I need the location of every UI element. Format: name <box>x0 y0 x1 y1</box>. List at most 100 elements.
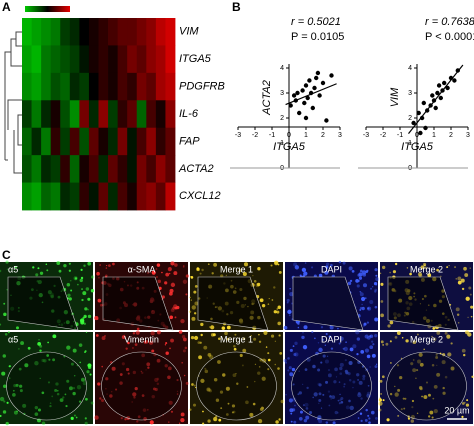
speckle-dot <box>80 268 83 271</box>
speckle-dot <box>22 403 27 408</box>
speckle-dot <box>306 386 309 390</box>
speckle-dot <box>270 334 275 338</box>
speckle-dot <box>274 340 277 343</box>
y-tick-label: 4 <box>280 65 284 72</box>
speckle-dot <box>345 405 350 410</box>
heatmap-cell <box>155 155 166 183</box>
speckle-dot <box>167 267 172 272</box>
speckle-dot <box>19 389 23 393</box>
image-label: Merge 2 <box>410 334 443 344</box>
point <box>419 115 425 121</box>
speckle-dot <box>82 381 87 386</box>
speckle-dot <box>394 385 396 388</box>
speckle-dot <box>253 337 257 341</box>
speckle-dot <box>210 333 215 337</box>
speckle-dot <box>217 337 221 341</box>
speckle-dot <box>362 283 368 288</box>
speckle-dot <box>257 371 261 375</box>
speckle-dot <box>412 340 417 345</box>
speckle-dot <box>39 377 41 379</box>
heatmap-cell <box>146 72 157 101</box>
speckle-dot <box>77 283 79 286</box>
point <box>455 68 460 73</box>
speckle-dot <box>155 268 158 270</box>
speckle-dot <box>294 352 299 357</box>
heatmap-cell <box>108 182 119 211</box>
speckle-dot <box>322 393 325 396</box>
speckle-dot <box>119 373 123 376</box>
speckle-dot <box>277 321 282 326</box>
heatmap-cell <box>50 127 61 156</box>
speckle-dot <box>455 307 460 312</box>
speckle-dot <box>457 276 462 281</box>
speckle-dot <box>366 321 369 324</box>
speckle-dot <box>352 386 354 389</box>
speckle-dot <box>417 359 422 364</box>
speckle-dot <box>0 414 2 417</box>
speckle-dot <box>201 268 204 272</box>
point <box>320 80 326 86</box>
speckle-dot <box>432 337 437 342</box>
speckle-dot <box>127 341 130 345</box>
speckle-dot <box>287 369 290 372</box>
speckle-dot <box>338 260 342 264</box>
point <box>302 100 307 106</box>
speckle-dot <box>368 417 371 420</box>
speckle-dot <box>275 420 279 424</box>
speckle-dot <box>91 275 95 279</box>
speckle-dot <box>427 273 432 278</box>
speckle-dot <box>168 421 170 423</box>
speckle-dot <box>419 387 423 391</box>
speckle-dot <box>225 413 229 416</box>
outline <box>197 276 269 331</box>
speckle-dot <box>234 333 237 336</box>
speckle-dot <box>415 377 417 380</box>
heatmap-cell <box>146 100 157 129</box>
speckle-dot <box>20 341 25 346</box>
speckle-dot <box>361 303 363 306</box>
speckle-dot <box>339 398 342 402</box>
speckle-dot <box>290 412 293 415</box>
speckle-dot <box>183 337 187 342</box>
heatmap-cell <box>50 18 61 46</box>
heatmap-cell <box>79 182 90 211</box>
speckle-dot <box>97 298 102 303</box>
point <box>418 130 423 136</box>
speckle-dot <box>185 293 188 296</box>
speckle-dot <box>170 338 174 343</box>
speckle-dot <box>359 292 364 297</box>
speckle-dot <box>252 275 254 277</box>
speckle-dot <box>423 395 428 400</box>
speckle-dot <box>34 405 39 410</box>
speckle-dot <box>363 322 367 326</box>
heatmap-cell <box>60 100 71 129</box>
speckle-dot <box>225 386 230 391</box>
speckle-dot <box>257 418 263 424</box>
speckle-dot <box>89 373 92 376</box>
speckle-dot <box>289 291 294 297</box>
speckle-dot <box>37 267 40 270</box>
speckle-dot <box>173 271 178 276</box>
speckle-dot <box>263 330 268 336</box>
speckle-dot <box>204 369 209 374</box>
point <box>428 103 433 108</box>
speckle-dot <box>39 349 42 353</box>
speckle-dot <box>73 414 77 417</box>
speckle-dot <box>183 374 186 377</box>
speckle-dot <box>380 313 384 318</box>
speckle-dot <box>149 420 154 425</box>
speckle-dot <box>140 269 142 271</box>
heatmap-cell <box>146 182 157 211</box>
speckle-dot <box>292 345 295 348</box>
speckle-dot <box>375 363 378 365</box>
heatmap-cell <box>88 127 99 156</box>
speckle-dot <box>68 297 72 301</box>
speckle-dot <box>368 421 371 425</box>
row-label: IL-6 <box>179 108 199 120</box>
heatmap-cell <box>50 72 61 101</box>
speckle-dot <box>355 278 360 283</box>
speckle-dot <box>375 277 380 282</box>
speckle-dot <box>170 308 175 312</box>
speckle-dot <box>279 351 283 355</box>
panel-label: A <box>2 0 11 14</box>
